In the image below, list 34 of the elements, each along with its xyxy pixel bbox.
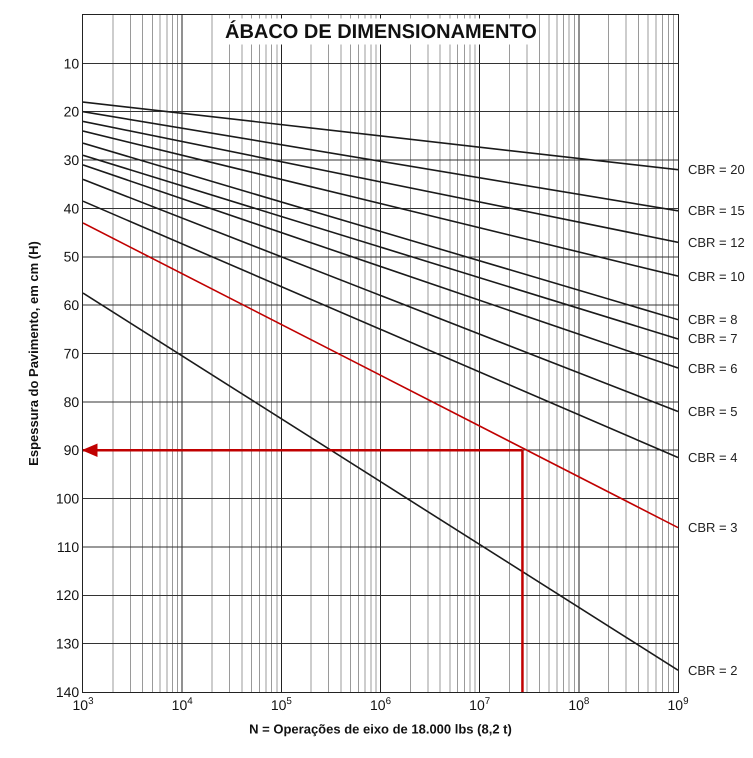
y-tick-label: 10: [64, 55, 80, 72]
series-label: CBR = 6: [688, 361, 738, 376]
series-label: CBR = 2: [688, 663, 738, 678]
x-tick-label: 10$^{8}$: [568, 696, 590, 713]
y-tick-label: 140: [56, 684, 80, 700]
x-tick-label: 10$^{7}$: [469, 696, 490, 713]
series-label: CBR = 20: [688, 162, 745, 177]
y-axis-title: Espessura do Pavimento, em cm (H): [26, 241, 41, 466]
series-label: CBR = 7: [688, 331, 738, 346]
y-tick-label: 70: [64, 345, 80, 362]
y-tick-label: 100: [56, 490, 80, 506]
y-tick-label: 120: [56, 587, 80, 604]
y-tick-label: 110: [56, 538, 80, 555]
chart-title: ÁBACO DE DIMENSIONAMENTO: [225, 20, 537, 43]
series-label: CBR = 5: [688, 404, 738, 419]
x-axis-title: N = Operações de eixo de 18.000 lbs (8,2 t): [249, 721, 512, 736]
series-label: CBR = 8: [688, 312, 738, 327]
x-tick-label: 10$^{4}$: [172, 696, 194, 713]
y-tick-label: 20: [64, 104, 80, 120]
series-label: CBR = 15: [688, 203, 745, 218]
y-tick-label: 90: [64, 442, 80, 458]
series-label: CBR = 12: [688, 235, 745, 250]
y-tick-label: 30: [64, 152, 80, 168]
y-tick-label: 80: [64, 394, 80, 410]
x-tick-label: 10$^{5}$: [270, 696, 292, 713]
y-tick-label: 50: [64, 248, 80, 265]
series-label: CBR = 3: [688, 520, 738, 535]
series-label: CBR = 10: [688, 269, 745, 284]
y-tick-label: 130: [56, 636, 80, 652]
y-tick-label: 60: [64, 297, 80, 314]
series-label: CBR = 4: [688, 450, 738, 465]
x-tick-label: 10$^{9}$: [667, 696, 689, 713]
x-tick-label: 10$^{6}$: [370, 696, 392, 713]
y-tick-label: 40: [64, 200, 80, 216]
